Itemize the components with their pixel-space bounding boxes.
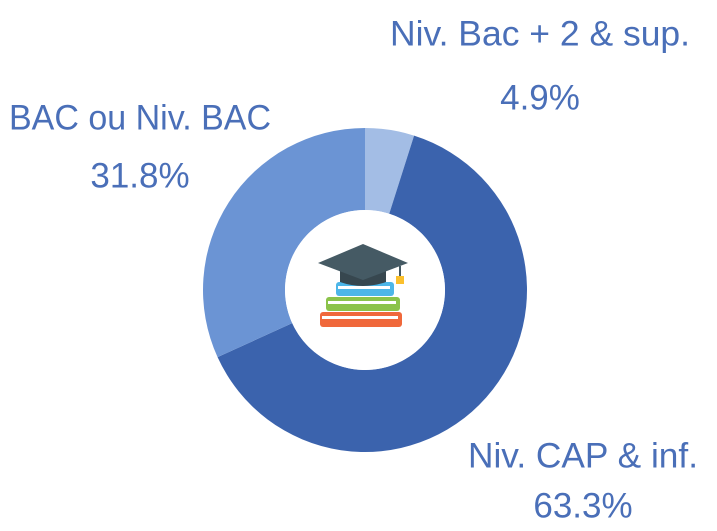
donut [202, 128, 527, 452]
slice-value-label: 4.9% [500, 78, 580, 117]
slice-label: Niv. Bac + 2 & sup. [390, 14, 690, 53]
donut-slice [217, 135, 527, 452]
slice-label: BAC ou Niv. BAC [9, 98, 271, 137]
slice-value-label: 63.3% [533, 486, 632, 525]
slice-value-label: 31.8% [90, 156, 189, 195]
slice-label: Niv. CAP & inf. [468, 436, 698, 475]
donut-slice [202, 128, 365, 358]
graduation-icon [318, 244, 408, 327]
donut-slice [365, 128, 415, 214]
